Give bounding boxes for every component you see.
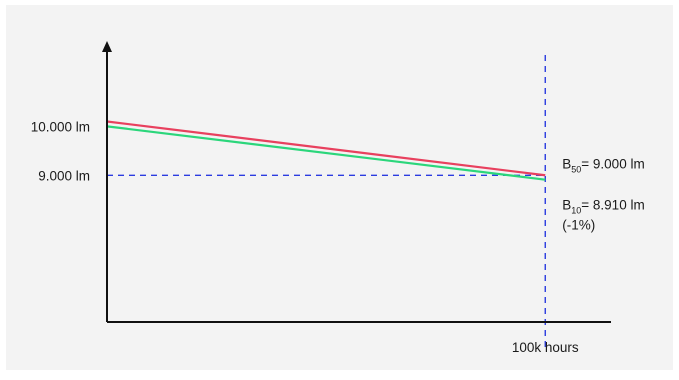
b10-annotation-main: B	[562, 197, 571, 212]
b50-annotation-value: = 9.000 lm	[581, 156, 644, 171]
axes	[102, 41, 611, 323]
b10-annotation-percent: (-1%)	[562, 217, 595, 232]
x-tick-label-100k-hours: 100k hours	[512, 340, 579, 355]
y-tick-label-10000: 10.000 lm	[31, 119, 90, 134]
tick-labels: 10.000 lm 9.000 lm 100k hours	[31, 119, 579, 355]
series-line-b10	[106, 125, 546, 181]
lumen-depreciation-chart: 10.000 lm 9.000 lm 100k hours B50= 9.000…	[31, 41, 645, 355]
chart-panel: 10.000 lm 9.000 lm 100k hours B50= 9.000…	[6, 5, 673, 370]
b50-annotation: B50= 9.000 lm	[562, 156, 644, 174]
y-axis-arrow-icon	[102, 41, 112, 52]
b10-annotation-subscript: 10	[571, 205, 581, 215]
annotations: B50= 9.000 lm B10= 8.910 lm (-1%)	[562, 156, 644, 232]
b50-annotation-main: B	[562, 156, 571, 171]
b10-annotation: B10= 8.910 lm	[562, 197, 644, 215]
b50-annotation-subscript: 50	[571, 164, 581, 174]
y-tick-label-9000: 9.000 lm	[38, 168, 90, 183]
series-line-b50	[106, 120, 546, 177]
reference-lines	[107, 55, 546, 350]
b10-annotation-value: = 8.910 lm	[581, 197, 644, 212]
series-lines	[106, 120, 546, 181]
